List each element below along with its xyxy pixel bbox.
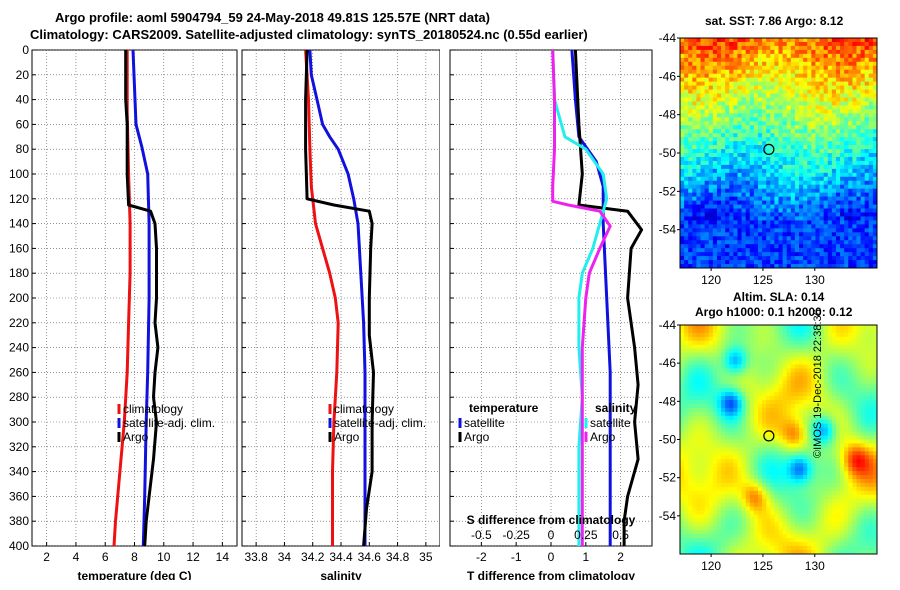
map-y-tick-label: -54 (659, 509, 677, 523)
sla-map-title: Altim. SLA: 0.14 (733, 290, 824, 304)
x-tick-label: 35 (419, 550, 433, 564)
legend-title-salinity: salinity (595, 401, 637, 415)
y-tick-label: 120 (9, 192, 29, 206)
s-diff-axis-label: S difference from climatology (467, 513, 636, 527)
x-tick-label: 10 (157, 550, 171, 564)
y-tick-label: 20 (16, 68, 30, 82)
y-tick-label: 320 (9, 440, 29, 454)
map-x-tick-label: 125 (753, 559, 773, 573)
map-x-tick-label: 130 (805, 559, 825, 573)
legend-entry: satellite (464, 416, 505, 430)
map-y-tick-label: -50 (659, 433, 677, 447)
x-tick-label: 1 (582, 550, 589, 564)
y-tick-label: 300 (9, 415, 29, 429)
sst-map: 120 125 130 -44 -46 -48 -50 -52 -54 (650, 30, 890, 310)
map-x-tick-label: 120 (701, 273, 721, 287)
sst-map-title: sat. SST: 7.86 Argo: 8.12 (705, 14, 843, 28)
legend-entry: Argo (123, 430, 149, 444)
s-diff-tick-label: -0.5 (471, 528, 492, 542)
map-y-tick-label: -46 (659, 69, 677, 83)
map-y-tick-label: -54 (659, 223, 677, 237)
x-tick-label: 6 (102, 550, 109, 564)
figure-title-line1: Argo profile: aoml 5904794_59 24-May-201… (55, 10, 490, 25)
y-tick-label: 200 (9, 291, 29, 305)
x-axis-label: salinity (320, 569, 362, 580)
legend-entry: satellite-adj. clim. (334, 416, 426, 430)
legend-entry: satellite (590, 416, 631, 430)
y-tick-label: 280 (9, 390, 29, 404)
sst-field (680, 38, 877, 268)
y-tick-label: 260 (9, 365, 29, 379)
x-tick-label: 34.4 (329, 550, 353, 564)
x-tick-label: 4 (73, 550, 80, 564)
depth-axis: 0 20 40 60 80 100 120 140 160 180 200 220 240 260 280 3… (0, 30, 32, 590)
x-tick-label: 34 (278, 550, 292, 564)
legend-entry: Argo (590, 430, 616, 444)
y-tick-label: 360 (9, 489, 29, 503)
map-y-tick-label: -52 (659, 471, 677, 485)
legend-entry: satellite-adj. clim. (123, 416, 215, 430)
y-tick-label: 0 (22, 43, 29, 57)
y-tick-label: 140 (9, 217, 29, 231)
map-y-tick-label: -48 (659, 108, 677, 122)
y-tick-label: 180 (9, 266, 29, 280)
sla-map: 120 125 130 -44 -46 -48 -50 -52 -54 (650, 312, 890, 580)
sla-field (680, 325, 877, 554)
y-tick-label: 240 (9, 341, 29, 355)
x-tick-label: 0 (548, 550, 555, 564)
salinity-panel: 33.8 34 34.2 34.4 34.6 34.8 35 salinity climatol… (230, 30, 440, 580)
y-tick-label: 340 (9, 465, 29, 479)
y-tick-label: 220 (9, 316, 29, 330)
x-tick-label: 2 (617, 550, 624, 564)
legend-entry: climatology (123, 402, 183, 416)
y-tick-label: 380 (9, 514, 29, 528)
y-tick-label: 160 (9, 241, 29, 255)
difference-panel: -2 -1 0 1 2 T difference from climatology temp… (440, 30, 660, 580)
legend-entry: Argo (334, 430, 360, 444)
map-x-tick-label: 130 (805, 273, 825, 287)
x-tick-label: 34.2 (301, 550, 325, 564)
y-tick-label: 100 (9, 167, 29, 181)
legend-entry: climatology (334, 402, 394, 416)
s-diff-tick-label: 0 (548, 528, 555, 542)
map-y-tick-label: -44 (659, 318, 677, 332)
x-tick-label: -1 (511, 550, 522, 564)
imos-credit: ©IMOS 19-Dec-2018 22:38:36 (812, 309, 824, 458)
legend-title-temperature: temperature (469, 401, 539, 415)
x-tick-label: 34.8 (386, 550, 410, 564)
map-y-tick-label: -48 (659, 394, 677, 408)
x-axis-label: T difference from climatology (467, 569, 635, 580)
x-tick-label: 14 (216, 550, 230, 564)
map-x-tick-label: 125 (753, 273, 773, 287)
y-tick-label: 60 (16, 117, 30, 131)
temperature-panel: 2 4 6 8 10 12 14 temperature (deg C) climatology… (30, 30, 240, 580)
y-tick-label: 40 (16, 93, 30, 107)
y-tick-label: 400 (9, 539, 29, 553)
map-y-tick-label: -52 (659, 184, 677, 198)
x-tick-label: 34.6 (358, 550, 382, 564)
s-diff-tick-label: 0.5 (612, 528, 629, 542)
map-y-tick-label: -44 (659, 31, 677, 45)
x-tick-label: -2 (476, 550, 487, 564)
y-tick-label: 80 (16, 142, 30, 156)
s-diff-tick-label: -0.25 (502, 528, 530, 542)
map-y-tick-label: -50 (659, 146, 677, 160)
s-diff-tick-label: 0.25 (574, 528, 598, 542)
x-tick-label: 12 (186, 550, 200, 564)
x-tick-label: 33.8 (244, 550, 268, 564)
legend-entry: Argo (464, 430, 490, 444)
map-x-tick-label: 120 (701, 559, 721, 573)
x-tick-label: 8 (131, 550, 138, 564)
x-tick-label: 2 (43, 550, 50, 564)
map-y-tick-label: -46 (659, 356, 677, 370)
x-axis-label: temperature (deg C) (77, 569, 191, 580)
